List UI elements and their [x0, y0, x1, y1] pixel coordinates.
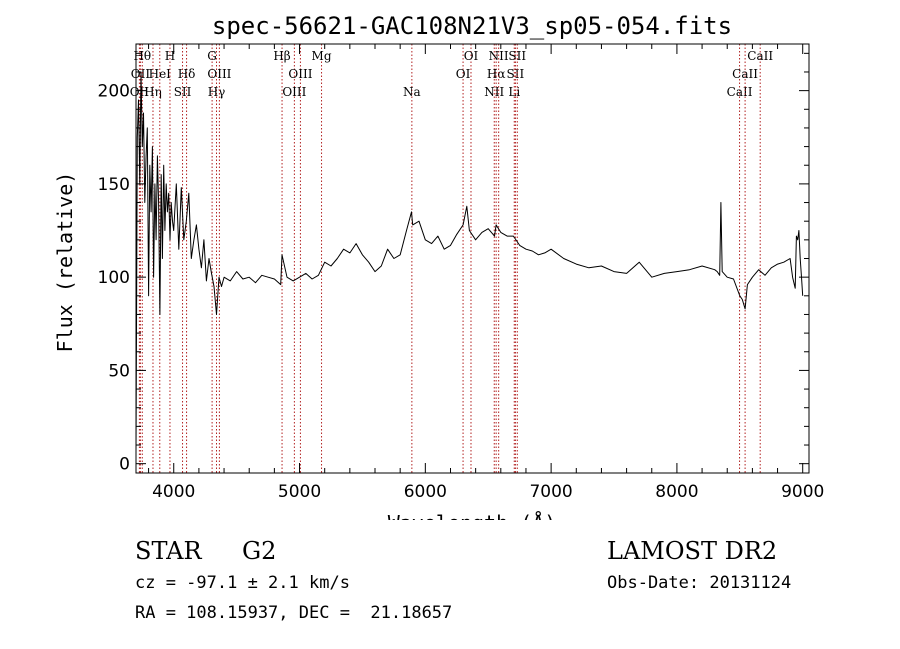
- y-tick-label: 200: [98, 82, 130, 102]
- spectral-line-label: Hδ: [178, 67, 196, 81]
- spectral-line-label: G: [207, 49, 217, 63]
- spectrum-line: [135, 71, 804, 455]
- series-layer: [135, 71, 804, 455]
- chart-title: spec-56621-GAC108N21V3_sp05-054.fits: [212, 12, 732, 40]
- spectral-line-label: SII: [174, 85, 192, 99]
- x-tick-label: 8000: [655, 482, 698, 502]
- object-subclass: G2: [242, 537, 277, 565]
- spectral-line-label: CaII: [732, 67, 758, 81]
- x-tick-label: 4000: [152, 482, 195, 502]
- spectral-line-label: H: [165, 49, 175, 63]
- y-tick-label: 100: [98, 268, 130, 288]
- spectral-line-label: OII: [130, 85, 150, 99]
- spectral-line-label: Hθ: [133, 49, 151, 63]
- spectral-line-label: OI: [464, 49, 479, 63]
- spectral-line-label: OIII: [282, 85, 306, 99]
- x-tick-label: 7000: [529, 482, 572, 502]
- line-markers: OIIOIIHθHηHeIHSIIHδGHγOIIIHβOIIIOIIIMgNa…: [130, 44, 773, 473]
- spectral-line-label: OIII: [207, 67, 231, 81]
- plot-frame: [135, 43, 810, 474]
- spectral-line-label: Hγ: [208, 85, 226, 99]
- y-tick-label: 150: [98, 175, 130, 195]
- spectral-line-label: CaII: [727, 85, 753, 99]
- spectral-line-label: Mg: [312, 49, 332, 63]
- coords-text: RA = 108.15937, DEC = 21.18657: [135, 603, 453, 623]
- spectral-line-label: OIII: [288, 67, 312, 81]
- spectral-line-label: OI: [456, 67, 471, 81]
- spectral-line-label: CaII: [747, 49, 773, 63]
- redshift-text: cz = -97.1 ± 2.1 km/s: [135, 573, 350, 593]
- spectral-line-label: Hα: [487, 67, 506, 81]
- spectral-line-label: Hβ: [273, 49, 290, 63]
- spectral-line-label: SII: [507, 67, 525, 81]
- x-tick-label: 9000: [781, 482, 824, 502]
- spectral-line-label: NII: [484, 85, 504, 99]
- spectral-line-label: Hη: [144, 85, 162, 99]
- y-tick-label: 0: [119, 455, 130, 475]
- survey-name: LAMOST DR2: [607, 537, 778, 565]
- spectral-line-label: HeI: [149, 67, 172, 81]
- spectral-line-label: NII: [489, 49, 509, 63]
- y-axis-label: Flux (relative): [53, 172, 77, 353]
- spectral-line-label: SII: [508, 49, 526, 63]
- spectral-line-label: Na: [403, 85, 421, 99]
- x-tick-label: 6000: [404, 482, 447, 502]
- obs-date: Obs-Date: 20131124: [607, 573, 792, 593]
- spectral-line-label: Li: [508, 85, 520, 99]
- object-class: STAR: [135, 537, 202, 565]
- y-tick-label: 50: [108, 361, 130, 381]
- axis-ticks: 4000 5000 6000 7000 8000 9000 0 50 100 150 200: [98, 44, 824, 502]
- spectrum-chart: spec-56621-GAC108N21V3_sp05-054.fits OII…: [53, 12, 824, 520]
- x-tick-label: 5000: [278, 482, 321, 502]
- x-axis-label: Wavelength (Å): [388, 511, 557, 520]
